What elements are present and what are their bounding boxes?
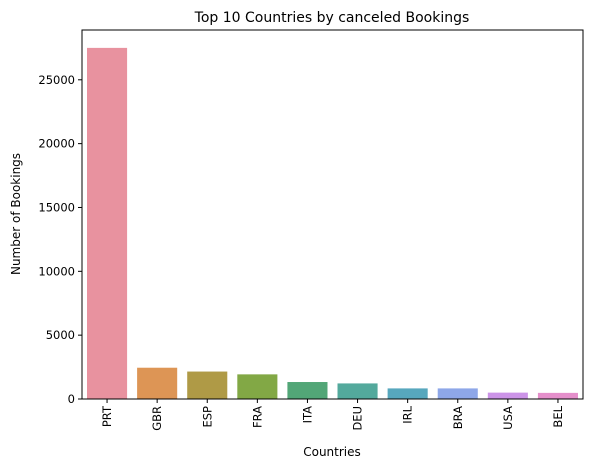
- x-axis-ticks: PRT GBR ESP FRA ITA DEU IRL BRA USA BEL: [100, 399, 565, 431]
- plot-frame: [81, 29, 584, 400]
- bars-group: [87, 47, 578, 399]
- x-tick-label: ITA: [300, 406, 314, 424]
- y-tick-label: 25000: [38, 73, 75, 87]
- bar-gbr: [137, 367, 178, 399]
- x-tick-label: BRA: [451, 406, 465, 429]
- y-axis-label: Number of Bookings: [9, 153, 23, 275]
- bar-esp: [187, 371, 228, 399]
- bar-usa: [487, 392, 528, 399]
- x-tick-label: FRA: [250, 406, 264, 428]
- y-tick-label: 0: [68, 392, 75, 406]
- bar-prt: [87, 47, 128, 399]
- bar-bra: [437, 388, 478, 399]
- bar-fra: [237, 374, 278, 399]
- bar-irl: [387, 388, 428, 399]
- x-tick-label: IRL: [401, 405, 415, 423]
- y-tick-label: 10000: [38, 264, 75, 278]
- chart-title: Top 10 Countries by canceled Bookings: [194, 10, 470, 26]
- bar-deu: [337, 383, 378, 399]
- x-tick-label: USA: [501, 406, 515, 430]
- x-tick-label: PRT: [100, 405, 114, 427]
- y-tick-label: 15000: [38, 200, 75, 214]
- bar-bel: [537, 392, 578, 399]
- bar-ita: [287, 382, 328, 399]
- y-axis-ticks: 0 5000 10000 15000 20000 25000: [38, 73, 82, 406]
- y-tick-label: 20000: [38, 137, 75, 151]
- x-tick-label: ESP: [200, 406, 214, 428]
- x-tick-label: BEL: [551, 405, 565, 427]
- x-tick-label: DEU: [351, 406, 365, 431]
- x-tick-label: GBR: [150, 406, 164, 431]
- x-axis-label: Countries: [303, 445, 361, 459]
- y-tick-label: 5000: [46, 328, 75, 342]
